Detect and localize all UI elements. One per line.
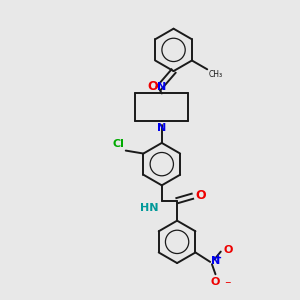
Text: ⁻: ⁻: [224, 279, 230, 292]
Text: O: O: [195, 188, 206, 202]
Text: N: N: [157, 123, 167, 133]
Text: N: N: [211, 256, 220, 266]
Text: CH₃: CH₃: [208, 70, 223, 80]
Text: +: +: [214, 253, 222, 263]
Text: O: O: [224, 245, 233, 255]
Text: Cl: Cl: [112, 139, 124, 149]
Text: O: O: [211, 277, 220, 287]
Text: N: N: [157, 82, 167, 92]
Text: O: O: [147, 80, 158, 94]
Text: HN: HN: [140, 203, 158, 213]
